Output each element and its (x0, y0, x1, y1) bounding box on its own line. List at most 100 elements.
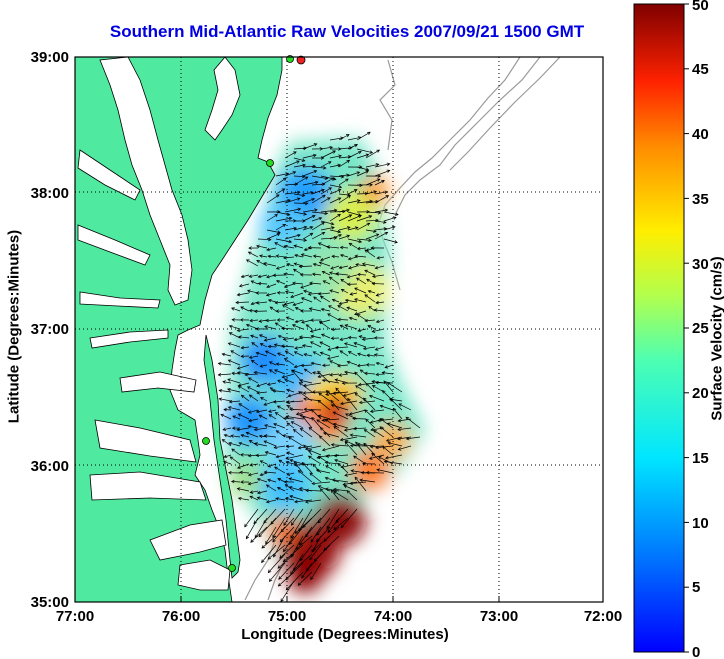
velocity-vector (347, 361, 358, 366)
velocity-vector (289, 486, 304, 492)
velocity-vector-head (353, 298, 358, 302)
velocity-vector (322, 445, 340, 451)
velocity-vector-head (317, 292, 322, 296)
velocity-vector-head (348, 242, 353, 247)
velocity-vector-head (301, 574, 305, 579)
velocity-vector (301, 364, 313, 366)
velocity-vector-head (298, 382, 303, 386)
velocity-vector (339, 301, 349, 305)
velocity-vector (251, 301, 259, 305)
velocity-vector-head (356, 171, 361, 175)
velocity-vector (302, 165, 316, 168)
velocity-vector (305, 445, 322, 450)
velocity-vector-head (245, 431, 250, 436)
velocity-vector-head (256, 496, 261, 500)
velocity-vector-head (343, 428, 348, 432)
station-marker[interactable] (202, 437, 210, 445)
velocity-vector (347, 398, 358, 411)
velocity-vector (365, 149, 380, 159)
velocity-vector (364, 269, 376, 276)
velocity-vector (320, 352, 331, 357)
station-marker[interactable] (228, 564, 236, 572)
velocity-vector (319, 319, 331, 324)
velocity-vector (257, 238, 271, 241)
velocity-vector-head (375, 293, 380, 297)
velocity-vector-head (346, 275, 351, 279)
colorbar-tick-label: 45 (692, 61, 709, 78)
velocity-vector (286, 454, 304, 460)
velocity-vector-head (373, 308, 378, 312)
velocity-vector-head (363, 442, 367, 447)
velocity-vector-head (276, 232, 281, 237)
velocity-vector (382, 446, 394, 456)
velocity-vector (334, 454, 349, 457)
velocity-vector-head (397, 418, 402, 423)
velocity-vector-head (267, 556, 272, 560)
velocity-vector (316, 419, 331, 429)
velocity-vector-head (405, 416, 410, 421)
velocity-vector (347, 227, 358, 231)
velocity-vector-head (304, 176, 309, 180)
station-marker-alert[interactable] (296, 55, 306, 65)
velocity-vector (348, 265, 358, 269)
velocity-vector-head (383, 380, 387, 384)
velocity-vector-head (294, 530, 299, 534)
velocity-vector-head (301, 158, 306, 162)
velocity-vector-head (386, 169, 391, 173)
velocity-vector-head (358, 239, 363, 244)
station-marker[interactable] (266, 159, 274, 167)
velocity-vector-head (371, 452, 375, 457)
velocity-vector (277, 405, 286, 411)
velocity-vector-head (297, 233, 301, 238)
velocity-vector (329, 234, 342, 240)
velocity-vector (331, 404, 349, 411)
velocity-vector (265, 350, 277, 357)
velocity-vector-head (359, 183, 363, 188)
velocity-vector (338, 226, 351, 231)
velocity-vector-head (299, 427, 304, 432)
velocity-vector-head (293, 151, 297, 155)
velocity-vector-head (343, 484, 348, 489)
velocity-vector (227, 388, 241, 393)
velocity-vector-head (227, 359, 232, 363)
velocity-vector (329, 229, 341, 233)
velocity-vector-head (319, 351, 324, 355)
velocity-vector (280, 526, 295, 543)
velocity-vector-head (237, 496, 242, 501)
velocity-vector-head (316, 419, 320, 423)
velocity-vector (241, 394, 250, 402)
velocity-vector-head (239, 453, 244, 457)
velocity-vector-head (291, 369, 295, 373)
velocity-vector (374, 231, 388, 240)
velocity-vector (284, 160, 300, 168)
velocity-vector (322, 271, 331, 276)
velocity-vector-head (307, 455, 312, 459)
velocity-vector (356, 277, 367, 285)
velocity-vector-head (294, 182, 299, 186)
velocity-vector-head (270, 521, 274, 525)
velocity-vector (286, 451, 295, 456)
lon-tick-label: 76:00 (162, 608, 200, 625)
velocity-vector-head (339, 324, 344, 328)
velocity-vector-head (285, 172, 290, 176)
velocity-vector (348, 337, 358, 339)
velocity-vector (333, 426, 349, 438)
velocity-vector-head (256, 490, 261, 495)
velocity-vector (238, 442, 250, 447)
water-bodies (77, 57, 241, 591)
velocity-vector-head (275, 362, 280, 366)
velocity-vector (308, 455, 322, 465)
velocity-vector-head (248, 418, 252, 423)
velocity-vector-head (282, 224, 287, 228)
velocity-vector (241, 274, 250, 278)
velocity-vector (364, 409, 376, 420)
velocity-vector-head (365, 167, 370, 172)
velocity-vector-head (365, 418, 369, 423)
velocity-vector-head (365, 382, 370, 387)
velocity-vector-head (274, 242, 278, 246)
velocity-vector (275, 173, 289, 177)
velocity-vector-head (259, 254, 263, 258)
velocity-vector-head (384, 231, 389, 235)
velocity-vector (320, 197, 331, 204)
velocity-vector (311, 189, 325, 195)
